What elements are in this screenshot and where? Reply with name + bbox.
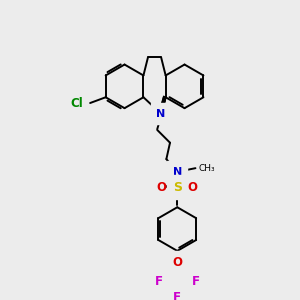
Text: S: S — [173, 181, 182, 194]
Text: N: N — [156, 109, 166, 118]
Text: F: F — [173, 291, 181, 300]
Text: F: F — [155, 275, 163, 288]
Text: O: O — [157, 181, 167, 194]
Text: O: O — [172, 256, 182, 269]
Text: N: N — [172, 167, 182, 177]
Text: Cl: Cl — [70, 97, 83, 110]
Text: O: O — [188, 181, 198, 194]
Text: CH₃: CH₃ — [198, 164, 215, 173]
Text: F: F — [191, 275, 200, 288]
